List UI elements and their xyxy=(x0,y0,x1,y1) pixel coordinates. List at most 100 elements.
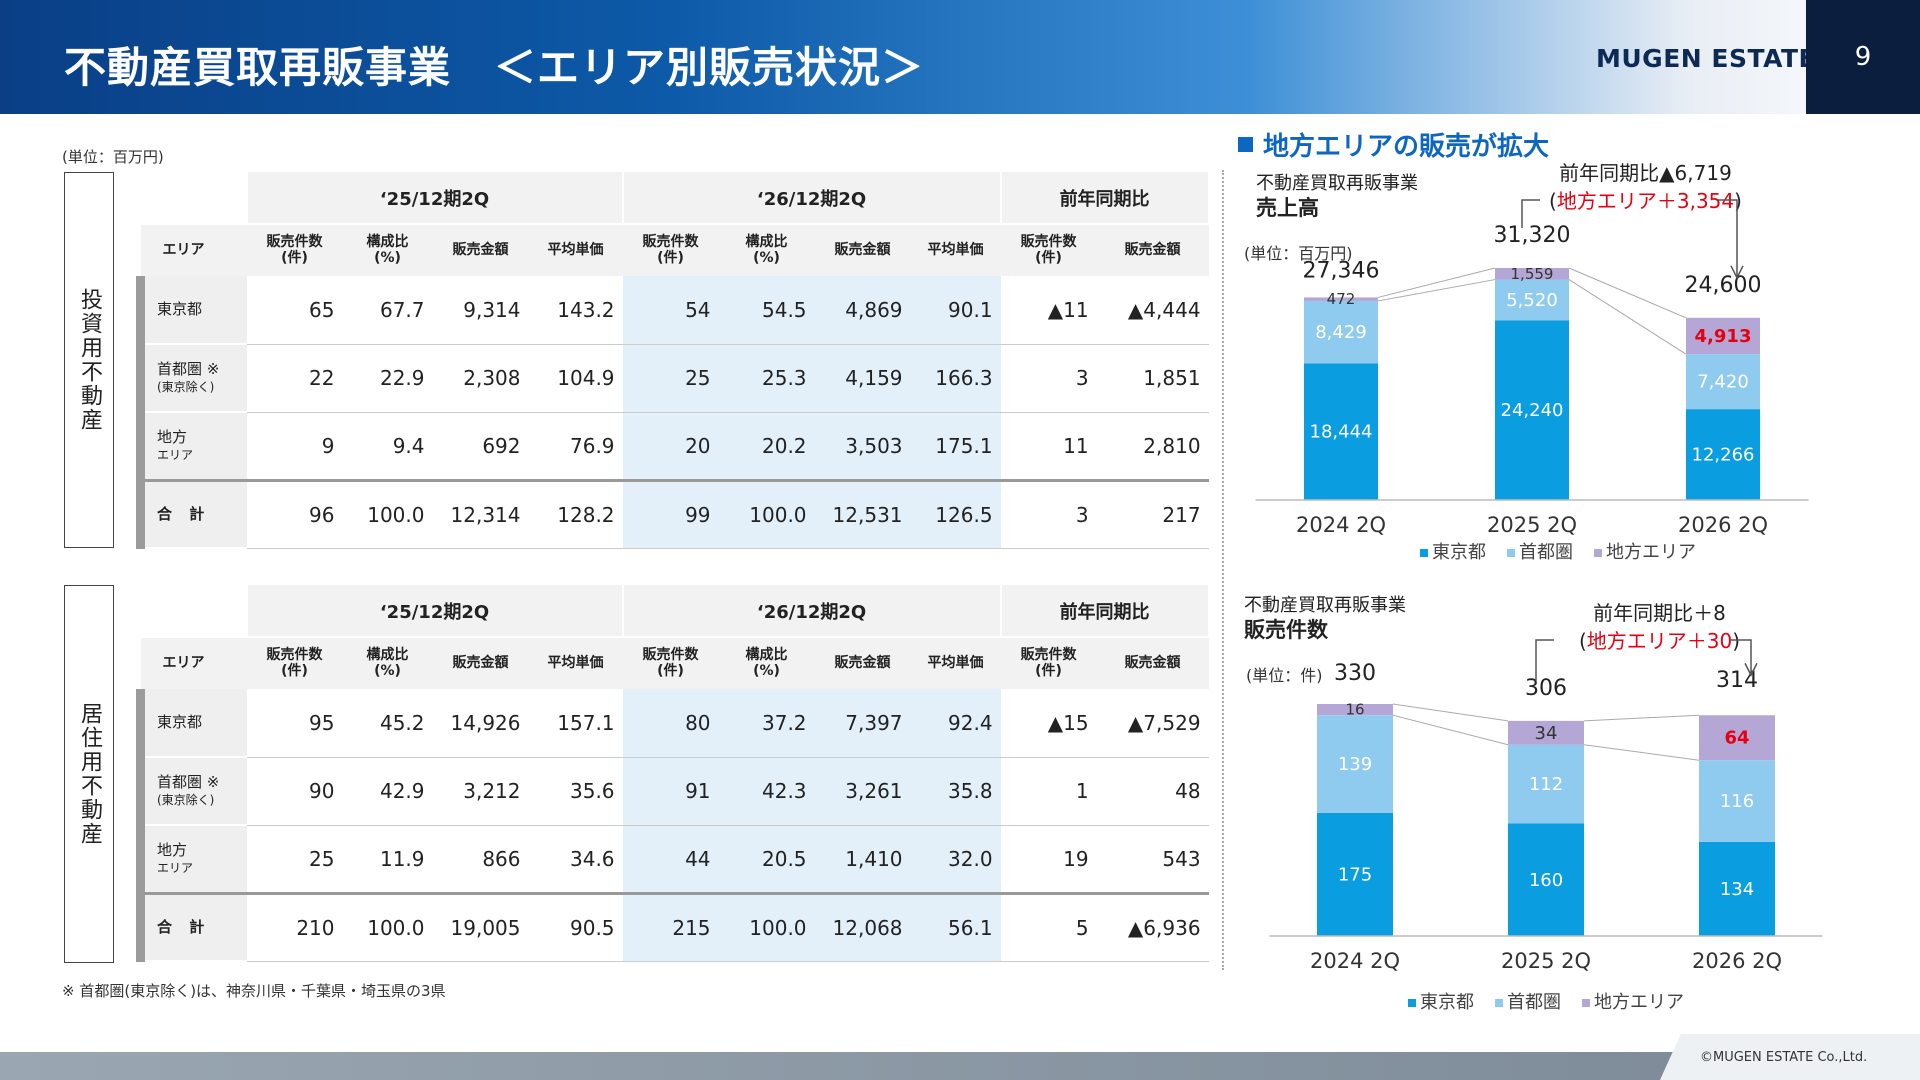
table-row: 首都圏 ※ (東京除く) 22 22.9 2,308 104.9 25 25.3 4,159 16… xyxy=(136,344,1209,413)
table-cell: 34.6 xyxy=(528,825,623,894)
bar-segment xyxy=(1495,320,1569,500)
table-cell: 56.1 xyxy=(910,891,1001,962)
empty-corner xyxy=(140,585,248,637)
subheader-row: エリア 販売件数 (件) 構成比 (%) 販売金額 平均単価 販売件数 (件) 構成比 (%… xyxy=(140,223,1209,276)
count-chart-title-line2: 販売件数 xyxy=(1244,618,1328,643)
bar-data-label: 160 xyxy=(1529,870,1563,891)
company-logo: MUGEN ESTATE xyxy=(1596,44,1817,73)
empty-corner xyxy=(140,172,248,224)
column-header: 平均単価 xyxy=(910,636,1001,689)
bar-segment xyxy=(1699,841,1775,936)
area-name: 地方 xyxy=(157,427,188,446)
area-cell: 地方 エリア xyxy=(136,412,247,481)
period-header-curr: ‘26/12期2Q xyxy=(622,585,1002,637)
table-cell: 22 xyxy=(246,344,343,413)
bar-data-label: 472 xyxy=(1327,290,1356,308)
table-cell: 92.4 xyxy=(910,689,1001,758)
bar-total-label: 330 xyxy=(1334,661,1376,686)
unit-label: (単位：百万円) xyxy=(62,148,164,166)
table-cell: 25.3 xyxy=(718,344,815,413)
period-header-yoy: 前年同期比 xyxy=(1000,172,1210,224)
bar-segment xyxy=(1495,268,1569,280)
x-tick-label: 2026 2Q xyxy=(1692,949,1782,973)
area-cell: 地方 エリア xyxy=(136,825,247,894)
bar-data-label: 5,520 xyxy=(1506,290,1558,311)
x-tick-label: 2025 2Q xyxy=(1487,513,1577,537)
footnote: ※ 首都圏(東京除く)は、神奈川県・千葉県・埼玉県の3県 xyxy=(62,982,446,1000)
bar-data-label: 116 xyxy=(1720,791,1754,812)
area-cell: 東京都 xyxy=(136,276,247,345)
footer-tab xyxy=(1660,1034,1920,1080)
bar-total-label: 306 xyxy=(1525,676,1567,701)
bar-data-label: 7,420 xyxy=(1697,372,1749,393)
table-cell: 65 xyxy=(246,276,343,345)
table-row: 地方 エリア 9 9.4 692 76.9 20 20.2 3,503 175.1 11 2,810 xyxy=(136,412,1209,481)
table-cell: 20.5 xyxy=(718,825,815,894)
legend-entry: 地方エリア xyxy=(1606,542,1696,563)
table-cell: 217 xyxy=(1096,478,1209,549)
area-subname: (東京除く) xyxy=(157,380,215,394)
period-header-curr: ‘26/12期2Q xyxy=(622,172,1002,224)
column-header: 販売金額 xyxy=(814,636,911,689)
table-cell: 157.1 xyxy=(528,689,623,758)
bar-data-label: 16 xyxy=(1345,701,1364,719)
table-cell: 76.9 xyxy=(528,412,623,481)
area-name: 東京都 xyxy=(157,712,203,731)
table-cell: 25 xyxy=(622,344,719,413)
bar-data-label: 4,913 xyxy=(1695,326,1752,347)
area-subname: エリア xyxy=(157,447,194,462)
yoy-annotation: 前年同期比▲6,719 xyxy=(1559,161,1732,185)
table-cell: 90.1 xyxy=(910,276,1001,345)
area-subname: (東京除く) xyxy=(157,793,215,807)
column-header: 販売件数 (件) xyxy=(246,223,343,276)
bar-segment xyxy=(1686,354,1760,410)
table-cell: 7,397 xyxy=(814,689,911,758)
table-cell: 54 xyxy=(622,276,719,345)
table-cell: 866 xyxy=(432,825,529,894)
table-cell: 22.9 xyxy=(342,344,433,413)
right-heading-text: 地方エリアの販売が拡大 xyxy=(1263,132,1550,162)
bar-segment xyxy=(1317,715,1393,813)
connector-line xyxy=(1392,714,1509,746)
column-header: 平均単価 xyxy=(528,636,623,689)
paren-open: ( xyxy=(1579,629,1587,653)
paren-close: ) xyxy=(1734,189,1742,213)
column-header: 構成比 (%) xyxy=(342,636,433,689)
table-cell: 11 xyxy=(1000,412,1097,481)
table-cell: 11.9 xyxy=(342,825,433,894)
table-cell: 4,159 xyxy=(814,344,911,413)
legend-swatch xyxy=(1507,549,1515,557)
sales-chart-title: 不動産買取再販事業 売上高 xyxy=(1256,172,1418,223)
yoy-annotation-sub: (地方エリア＋3,354) xyxy=(1549,189,1742,213)
table-cell: 25 xyxy=(246,825,343,894)
table-cell: 3 xyxy=(1000,478,1097,549)
legend-entry: 東京都 xyxy=(1432,542,1486,563)
page-title: 不動産買取再販事業 ＜エリア別販売状況＞ xyxy=(64,43,925,92)
table-cell: 12,068 xyxy=(814,891,911,962)
investment-rows: 東京都 65 67.7 9,314 143.2 54 54.5 4,869 90.1 ▲11 ▲4,… xyxy=(136,276,1209,549)
header-band: 不動産買取再販事業 ＜エリア別販売状況＞ MUGEN ESTATE 9 xyxy=(0,0,1920,114)
table-cell: 14,926 xyxy=(432,689,529,758)
table-cell: 166.3 xyxy=(910,344,1001,413)
column-header: 平均単価 xyxy=(910,223,1001,276)
table-cell: 95 xyxy=(246,689,343,758)
table-cell: 143.2 xyxy=(528,276,623,345)
table-cell: 1 xyxy=(1000,757,1097,826)
table-cell: 19,005 xyxy=(432,891,529,962)
area-name: 合 計 xyxy=(157,917,211,936)
yoy-annotation-red: 地方エリア＋3,354 xyxy=(1557,189,1734,213)
table-cell: 543 xyxy=(1096,825,1209,894)
table-cell: 67.7 xyxy=(342,276,433,345)
column-header: 販売件数 (件) xyxy=(1000,223,1097,276)
table-cell: 3,212 xyxy=(432,757,529,826)
bar-data-label: 175 xyxy=(1338,864,1372,885)
table-cell: 37.2 xyxy=(718,689,815,758)
table-cell: 20.2 xyxy=(718,412,815,481)
column-header: 構成比 (%) xyxy=(718,636,815,689)
bar-data-label: 8,429 xyxy=(1315,322,1367,343)
table-cell: ▲6,936 xyxy=(1096,891,1209,962)
bar-segment xyxy=(1317,812,1393,936)
bar-segment xyxy=(1686,317,1760,355)
bar-total-label: 27,346 xyxy=(1303,258,1380,283)
table-cell: 99 xyxy=(622,478,719,549)
